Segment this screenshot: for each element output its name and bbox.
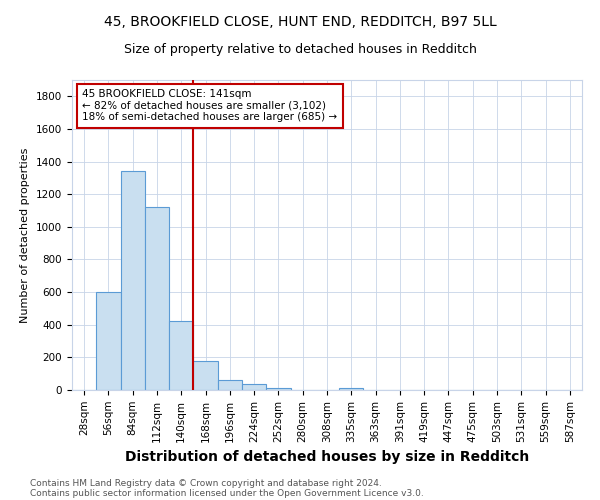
Bar [96,292,121,390]
Bar [121,172,145,390]
Bar [218,380,242,390]
Text: Contains public sector information licensed under the Open Government Licence v3: Contains public sector information licen… [30,488,424,498]
Bar [169,322,193,390]
Text: Size of property relative to detached houses in Redditch: Size of property relative to detached ho… [124,42,476,56]
Bar [242,384,266,390]
Text: Contains HM Land Registry data © Crown copyright and database right 2024.: Contains HM Land Registry data © Crown c… [30,478,382,488]
Bar [339,388,364,390]
Text: 45, BROOKFIELD CLOSE, HUNT END, REDDITCH, B97 5LL: 45, BROOKFIELD CLOSE, HUNT END, REDDITCH… [104,15,496,29]
X-axis label: Distribution of detached houses by size in Redditch: Distribution of detached houses by size … [125,450,529,464]
Y-axis label: Number of detached properties: Number of detached properties [20,148,31,322]
Bar [266,388,290,390]
Bar [193,362,218,390]
Bar [145,208,169,390]
Text: 45 BROOKFIELD CLOSE: 141sqm
← 82% of detached houses are smaller (3,102)
18% of : 45 BROOKFIELD CLOSE: 141sqm ← 82% of det… [82,90,337,122]
